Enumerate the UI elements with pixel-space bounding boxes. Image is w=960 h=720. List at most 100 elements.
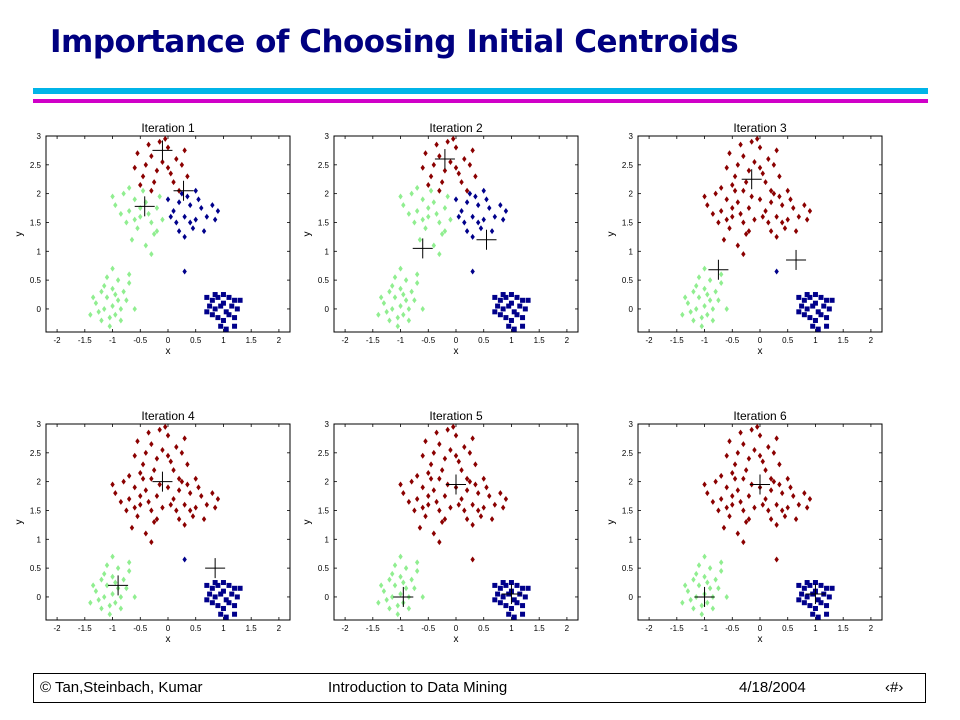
data-point (746, 455, 752, 462)
data-point (143, 449, 149, 456)
data-point (132, 452, 137, 459)
data-point (824, 603, 830, 609)
data-point (428, 173, 434, 180)
data-point (498, 202, 503, 209)
data-point (707, 565, 713, 572)
data-point (503, 294, 509, 300)
data-point (492, 582, 498, 588)
data-point (774, 556, 779, 563)
data-point (163, 423, 168, 430)
x-tick-label: -1.5 (78, 336, 92, 345)
y-axis-label: y (606, 232, 617, 237)
data-point (414, 280, 420, 286)
data-point (791, 205, 796, 212)
data-point (812, 300, 818, 306)
y-tick-label: 2 (629, 190, 634, 199)
data-point (522, 594, 528, 600)
data-point (187, 202, 193, 209)
data-point (442, 455, 448, 462)
data-point (149, 507, 154, 514)
x-tick-label: 0.5 (478, 624, 490, 633)
data-point (237, 297, 243, 303)
data-point (448, 504, 453, 511)
footer-page-number: ‹#› (885, 679, 904, 696)
data-point (801, 312, 807, 318)
data-point (135, 513, 140, 520)
data-point (752, 504, 757, 511)
data-point (774, 233, 779, 240)
data-point (713, 576, 718, 583)
data-point (495, 591, 501, 597)
centroid-marker (694, 586, 715, 607)
data-point (376, 599, 381, 606)
data-point (126, 568, 132, 574)
data-point (746, 516, 752, 523)
data-point (220, 292, 226, 298)
chart-1: Iteration 1 -2 -1.5 -1 -0.5 0 0.5 1 1.5 2 0 0.5 1 1.5… (14, 121, 291, 357)
data-point (113, 579, 118, 586)
data-point (459, 495, 464, 502)
y-tick-label: 0.5 (30, 564, 42, 573)
x-tick-label: -1.5 (366, 336, 380, 345)
data-point (126, 280, 132, 286)
data-point (143, 487, 149, 494)
data-point (193, 216, 198, 223)
x-tick-label: 1 (221, 624, 226, 633)
data-point (434, 429, 439, 436)
data-point (226, 600, 232, 606)
data-point (102, 282, 107, 289)
data-point (774, 213, 779, 220)
data-point (462, 444, 467, 451)
data-point (771, 478, 777, 485)
data-point (226, 312, 232, 318)
data-point (390, 305, 395, 312)
data-point (143, 161, 149, 168)
data-point (766, 156, 771, 163)
data-point (705, 202, 710, 209)
y-tick-label: 2 (325, 190, 330, 199)
data-point (777, 173, 782, 180)
data-point (220, 317, 226, 323)
data-point (96, 596, 101, 603)
x-tick-label: 2 (565, 336, 570, 345)
data-point (107, 323, 112, 330)
data-point (121, 288, 126, 295)
data-point (110, 265, 115, 272)
data-point (487, 205, 492, 212)
data-point (437, 441, 442, 448)
data-point (439, 519, 445, 525)
x-tick-label: -1 (397, 336, 405, 345)
data-point (801, 600, 807, 606)
chart-4: Iteration 4 -2 -1.5 -1 -0.5 0 0.5 1 1.5 2 0 0.5 1 1.5… (14, 409, 291, 645)
data-point (229, 591, 235, 597)
centroid-marker (786, 249, 807, 270)
data-point (151, 231, 157, 237)
data-point (412, 585, 417, 592)
y-tick-label: 1.5 (318, 218, 330, 227)
data-point (799, 591, 805, 597)
x-axis-label: x (758, 634, 763, 645)
y-tick-label: 0.5 (318, 276, 330, 285)
data-point (398, 193, 403, 200)
data-point (796, 213, 802, 220)
data-point (818, 582, 824, 588)
y-tick-label: 1.5 (30, 506, 42, 515)
data-point (168, 213, 173, 220)
data-point (209, 297, 215, 303)
data-point (508, 300, 514, 306)
y-tick-label: 3 (37, 420, 42, 429)
data-point (140, 187, 146, 194)
data-point (190, 225, 196, 232)
data-point (376, 311, 381, 318)
data-point (520, 315, 526, 321)
data-point (115, 297, 121, 304)
data-point (406, 605, 412, 612)
data-point (182, 501, 187, 508)
data-point (378, 294, 384, 301)
data-point (420, 452, 425, 459)
y-tick-label: 1 (629, 247, 634, 256)
data-point (445, 193, 450, 200)
data-point (412, 507, 417, 514)
chart-6: Iteration 6 -2 -1.5 -1 -0.5 0 0.5 1 1.5 2 0 0.5 1 1.5… (606, 409, 883, 645)
data-point (160, 216, 165, 223)
